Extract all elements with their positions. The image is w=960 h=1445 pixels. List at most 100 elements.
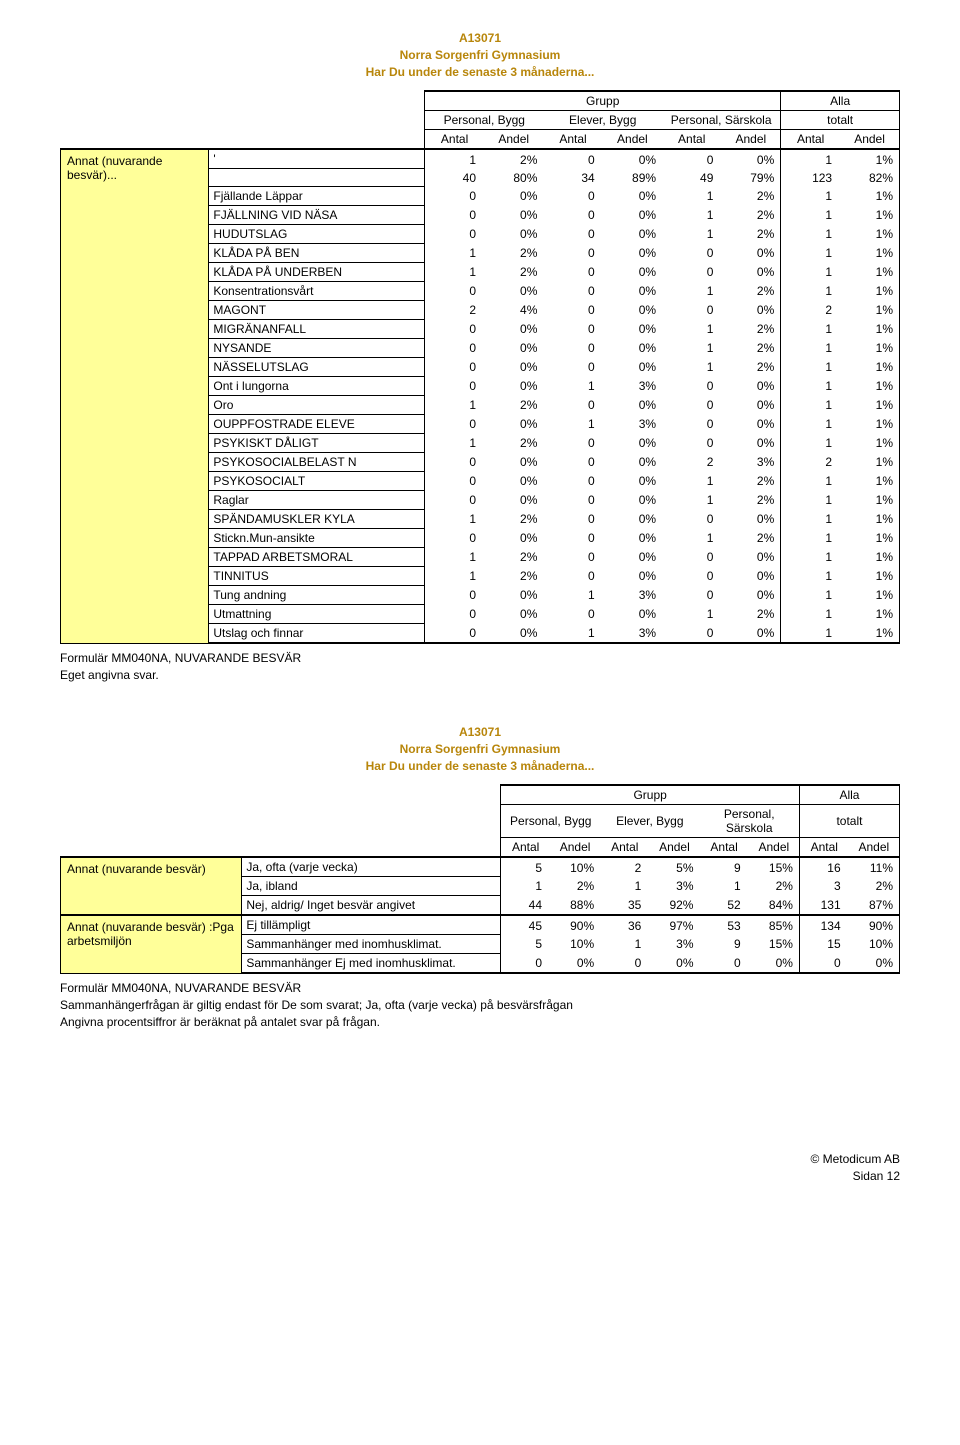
row-sublabel: Sammanhänger Ej med inomhusklimat.: [242, 954, 501, 974]
cell: 0%: [603, 396, 662, 415]
cell: 0: [543, 434, 602, 453]
heading-question: Har Du under de senaste 3 månaderna...: [60, 64, 900, 81]
cell: 0%: [603, 567, 662, 586]
cell: 1: [543, 377, 602, 396]
cell: 0%: [484, 491, 543, 510]
row-label-2: Annat (nuvarande besvär) :Pga arbetsmilj…: [61, 915, 242, 973]
cell: 1: [781, 263, 840, 282]
cell: 0%: [721, 567, 780, 586]
cell: 1%: [840, 263, 899, 282]
cell: 15%: [749, 857, 800, 877]
cell: 1: [781, 225, 840, 244]
cell: 1%: [840, 187, 899, 206]
cell: 1: [662, 491, 721, 510]
cell: 15: [799, 935, 848, 954]
cell: 40: [425, 169, 484, 187]
cell: 80%: [484, 169, 543, 187]
cell: 1%: [840, 453, 899, 472]
cell: 1%: [840, 548, 899, 567]
cell: 34: [543, 169, 602, 187]
cell: 2%: [484, 434, 543, 453]
cell: 1: [600, 935, 649, 954]
cell: 0%: [721, 263, 780, 282]
cell: 0: [662, 301, 721, 320]
cell: 0%: [603, 605, 662, 624]
cell: 2%: [484, 548, 543, 567]
cell: 82%: [840, 169, 899, 187]
cell: 1: [781, 377, 840, 396]
cell: 0: [543, 206, 602, 225]
col-g4: totalt: [781, 111, 900, 130]
cell: 0: [543, 491, 602, 510]
cell: 53: [699, 915, 748, 935]
cell: 2%: [550, 877, 600, 896]
cell: 3%: [649, 935, 699, 954]
cell: 3%: [649, 877, 699, 896]
cell: 1%: [840, 567, 899, 586]
cell: 2: [781, 301, 840, 320]
cell: 1%: [840, 472, 899, 491]
page-footer: © Metodicum AB Sidan 12: [60, 1151, 900, 1185]
cell: 0%: [721, 396, 780, 415]
cell: 0: [543, 548, 602, 567]
cell: 123: [781, 169, 840, 187]
row-sublabel: TINNITUS: [209, 567, 425, 586]
cell: 0: [543, 187, 602, 206]
cell: 88%: [550, 896, 600, 916]
row-sublabel: Utmattning: [209, 605, 425, 624]
cell: 10%: [849, 935, 900, 954]
cell: 0%: [603, 548, 662, 567]
cell: 10%: [550, 857, 600, 877]
row-sublabel: Sammanhänger med inomhusklimat.: [242, 935, 501, 954]
cell: 0%: [749, 954, 800, 974]
cell: 0%: [603, 434, 662, 453]
row-sublabel: Ja, ibland: [242, 877, 501, 896]
col-g3: Personal, Särskola: [662, 111, 781, 130]
cell: 1: [781, 510, 840, 529]
table-2: Grupp Alla Personal, Bygg Elever, Bygg P…: [60, 784, 900, 974]
cell: 1%: [840, 529, 899, 548]
cell: 4%: [484, 301, 543, 320]
row-sublabel: TAPPAD ARBETSMORAL: [209, 548, 425, 567]
cell: 5%: [649, 857, 699, 877]
cell: 131: [799, 896, 848, 916]
row-sublabel: SPÄNDAMUSKLER KYLA: [209, 510, 425, 529]
cell: 1: [781, 320, 840, 339]
cell: 15%: [749, 935, 800, 954]
table-row: Annat (nuvarande besvär) :Pga arbetsmilj…: [61, 915, 900, 935]
row-sublabel: OUPPFOSTRADE ELEVE: [209, 415, 425, 434]
cell: 1%: [840, 339, 899, 358]
cell: 3%: [603, 624, 662, 644]
cell: 0%: [603, 282, 662, 301]
cell: 1: [781, 282, 840, 301]
header-row-2: Personal, Bygg Elever, Bygg Personal, Sä…: [61, 111, 900, 130]
cell: 2%: [484, 396, 543, 415]
cell: 0%: [849, 954, 900, 974]
cell: 0%: [484, 187, 543, 206]
row-sublabel: PSYKOSOCIALBELAST N: [209, 453, 425, 472]
table1-footnote: Formulär MM040NA, NUVARANDE BESVÄR Eget …: [60, 650, 900, 684]
cell: 1: [425, 434, 484, 453]
table-row: Annat (nuvarande besvär)...'12%00%00%11%: [61, 149, 900, 169]
cell: 1%: [840, 624, 899, 644]
row-sublabel: NÄSSELUTSLAG: [209, 358, 425, 377]
cell: 0%: [603, 149, 662, 169]
cell: 0: [425, 586, 484, 605]
cell: 1: [781, 529, 840, 548]
cell: 0%: [603, 320, 662, 339]
cell: 1: [662, 358, 721, 377]
cell: 52: [699, 896, 748, 916]
cell: 2: [781, 453, 840, 472]
row-label-main: Annat (nuvarande besvär)...: [61, 149, 209, 643]
cell: 2%: [721, 187, 780, 206]
t2-header-row-1: Grupp Alla: [61, 785, 900, 805]
cell: 0%: [721, 510, 780, 529]
cell: 0: [662, 586, 721, 605]
cell: 1: [781, 206, 840, 225]
cell: 2%: [721, 472, 780, 491]
cell: 0%: [721, 586, 780, 605]
cell: 0: [543, 453, 602, 472]
heading-school: Norra Sorgenfri Gymnasium: [60, 47, 900, 64]
cell: 85%: [749, 915, 800, 935]
cell: 1: [781, 187, 840, 206]
